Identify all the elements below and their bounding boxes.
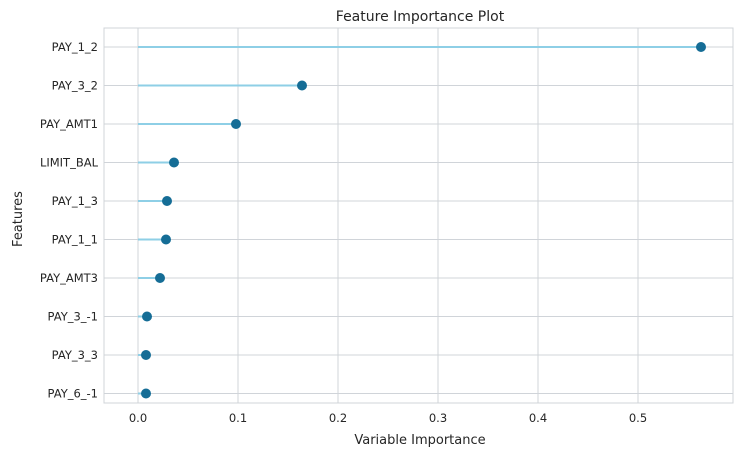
marker-pay_3_-1 [142,311,152,322]
marker-pay_amt3 [155,273,165,283]
chart-title: Feature Importance Plot [336,9,505,25]
x-axis-label: Variable Importance [354,433,485,448]
y-tick-label: PAY_AMT1 [40,117,98,131]
y-tick-label: PAY_AMT3 [40,271,98,285]
y-tick-label: PAY_3_2 [52,79,98,93]
y-tick-label: PAY_3_3 [52,348,98,362]
x-tick-labels: 0.0 0.1 0.2 0.3 0.4 0.5 [129,411,647,425]
marker-pay_1_3 [162,196,172,206]
x-tick-label: 0.1 [229,411,247,425]
marker-pay_amt1 [231,119,241,129]
marker-pay_3_2 [297,80,307,91]
y-tick-label: LIMIT_BAL [40,156,99,170]
marker-pay_1_2 [696,42,706,52]
grid-lines [104,28,733,403]
marker-pay_1_1 [161,234,171,245]
y-axis-label: Features [11,191,26,247]
marker-pay_3_3 [141,350,151,360]
y-tick-label: PAY_1_1 [52,233,98,247]
x-tick-label: 0.3 [429,411,447,425]
y-tick-labels: PAY_1_2 PAY_3_2 PAY_AMT1 LIMIT_BAL PAY_1_3 PA… [40,40,99,401]
x-tick-label: 0.2 [329,411,347,425]
x-tick-label: 0.4 [529,411,547,425]
lollipop-stems [138,46,701,395]
marker-pay_6_-1 [141,388,151,399]
y-tick-label: PAY_3_-1 [48,310,98,324]
marker-limit_bal [169,157,179,168]
y-tick-label: PAY_1_3 [52,194,98,208]
x-tick-label: 0.5 [629,411,647,425]
y-tick-label: PAY_1_2 [52,40,98,54]
y-tick-label: PAY_6_-1 [48,387,98,401]
x-tick-label: 0.0 [129,411,147,425]
lollipop-markers [141,42,706,399]
plot-frame [103,27,734,404]
